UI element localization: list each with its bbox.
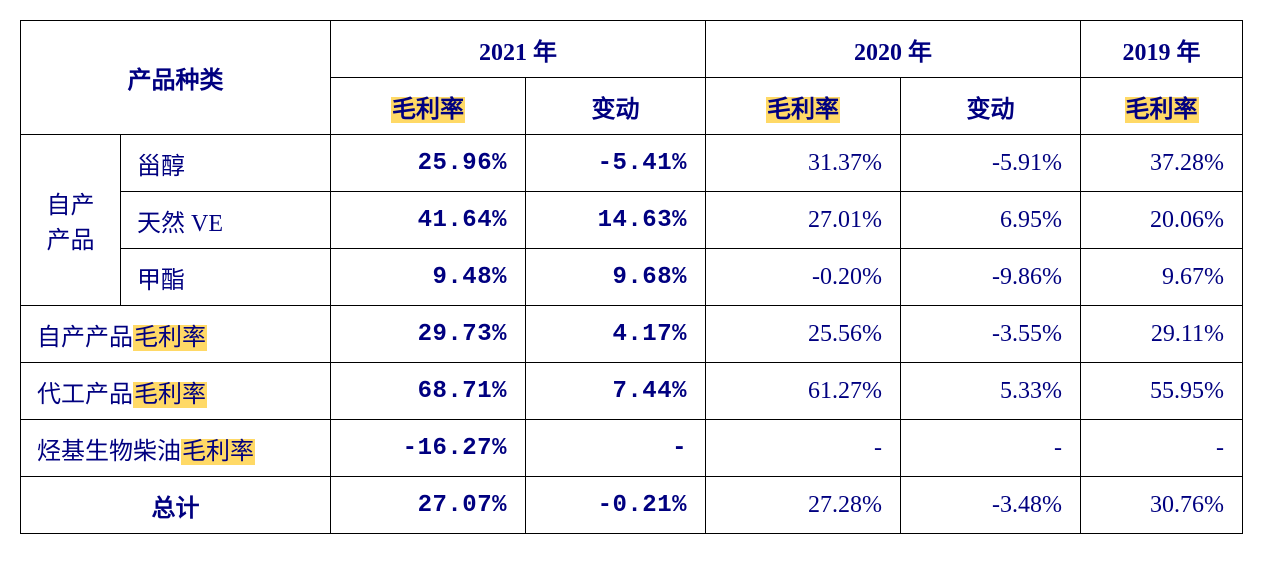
header-2020: 2020 年 bbox=[706, 21, 1081, 78]
label-sterol: 甾醇 bbox=[121, 135, 331, 192]
label-biodiesel-margin: 烃基生物柴油毛利率 bbox=[21, 420, 331, 477]
sterol-2021-change: -5.41% bbox=[526, 135, 706, 192]
header-2020-change: 变动 bbox=[901, 78, 1081, 135]
bio-2020-change: - bbox=[901, 420, 1081, 477]
oem-2019-margin: 55.95% bbox=[1081, 363, 1243, 420]
label-self-margin: 自产产品毛利率 bbox=[21, 306, 331, 363]
self-2020-change: -3.55% bbox=[901, 306, 1081, 363]
label-oem-margin: 代工产品毛利率 bbox=[21, 363, 331, 420]
margin-table: 产品种类 2021 年 2020 年 2019 年 毛利率 变动 毛利率 变动 … bbox=[20, 20, 1243, 534]
oem-2021-change: 7.44% bbox=[526, 363, 706, 420]
sterol-2019-margin: 37.28% bbox=[1081, 135, 1243, 192]
row-total: 总计 27.07% -0.21% 27.28% -3.48% 30.76% bbox=[21, 477, 1243, 534]
header-2021: 2021 年 bbox=[331, 21, 706, 78]
label-ester: 甲酯 bbox=[121, 249, 331, 306]
ve-2019-margin: 20.06% bbox=[1081, 192, 1243, 249]
header-2019: 2019 年 bbox=[1081, 21, 1243, 78]
ester-2020-change: -9.86% bbox=[901, 249, 1081, 306]
row-sterol: 自产 产品 甾醇 25.96% -5.41% 31.37% -5.91% 37.… bbox=[21, 135, 1243, 192]
total-2019-margin: 30.76% bbox=[1081, 477, 1243, 534]
ve-2020-margin: 27.01% bbox=[706, 192, 901, 249]
total-2021-change: -0.21% bbox=[526, 477, 706, 534]
group-self-products: 自产 产品 bbox=[21, 135, 121, 306]
total-2021-margin: 27.07% bbox=[331, 477, 526, 534]
oem-2020-change: 5.33% bbox=[901, 363, 1081, 420]
self-2020-margin: 25.56% bbox=[706, 306, 901, 363]
row-ve: 天然 VE 41.64% 14.63% 27.01% 6.95% 20.06% bbox=[21, 192, 1243, 249]
label-ve: 天然 VE bbox=[121, 192, 331, 249]
ester-2019-margin: 9.67% bbox=[1081, 249, 1243, 306]
sterol-2020-change: -5.91% bbox=[901, 135, 1081, 192]
ester-2021-margin: 9.48% bbox=[331, 249, 526, 306]
total-2020-change: -3.48% bbox=[901, 477, 1081, 534]
bio-2021-margin: -16.27% bbox=[331, 420, 526, 477]
row-biodiesel-margin: 烃基生物柴油毛利率 -16.27% - - - - bbox=[21, 420, 1243, 477]
header-category: 产品种类 bbox=[21, 21, 331, 135]
header-row-years: 产品种类 2021 年 2020 年 2019 年 bbox=[21, 21, 1243, 78]
label-total: 总计 bbox=[21, 477, 331, 534]
header-2019-margin: 毛利率 bbox=[1081, 78, 1243, 135]
ester-2020-margin: -0.20% bbox=[706, 249, 901, 306]
bio-2021-change: - bbox=[526, 420, 706, 477]
self-2019-margin: 29.11% bbox=[1081, 306, 1243, 363]
header-2021-margin: 毛利率 bbox=[331, 78, 526, 135]
header-2020-margin: 毛利率 bbox=[706, 78, 901, 135]
oem-2021-margin: 68.71% bbox=[331, 363, 526, 420]
bio-2020-margin: - bbox=[706, 420, 901, 477]
row-oem-margin: 代工产品毛利率 68.71% 7.44% 61.27% 5.33% 55.95% bbox=[21, 363, 1243, 420]
bio-2019-margin: - bbox=[1081, 420, 1243, 477]
sterol-2021-margin: 25.96% bbox=[331, 135, 526, 192]
oem-2020-margin: 61.27% bbox=[706, 363, 901, 420]
total-2020-margin: 27.28% bbox=[706, 477, 901, 534]
row-self-margin: 自产产品毛利率 29.73% 4.17% 25.56% -3.55% 29.11… bbox=[21, 306, 1243, 363]
self-2021-change: 4.17% bbox=[526, 306, 706, 363]
header-2021-change: 变动 bbox=[526, 78, 706, 135]
ve-2021-margin: 41.64% bbox=[331, 192, 526, 249]
row-ester: 甲酯 9.48% 9.68% -0.20% -9.86% 9.67% bbox=[21, 249, 1243, 306]
ve-2020-change: 6.95% bbox=[901, 192, 1081, 249]
sterol-2020-margin: 31.37% bbox=[706, 135, 901, 192]
ester-2021-change: 9.68% bbox=[526, 249, 706, 306]
self-2021-margin: 29.73% bbox=[331, 306, 526, 363]
ve-2021-change: 14.63% bbox=[526, 192, 706, 249]
